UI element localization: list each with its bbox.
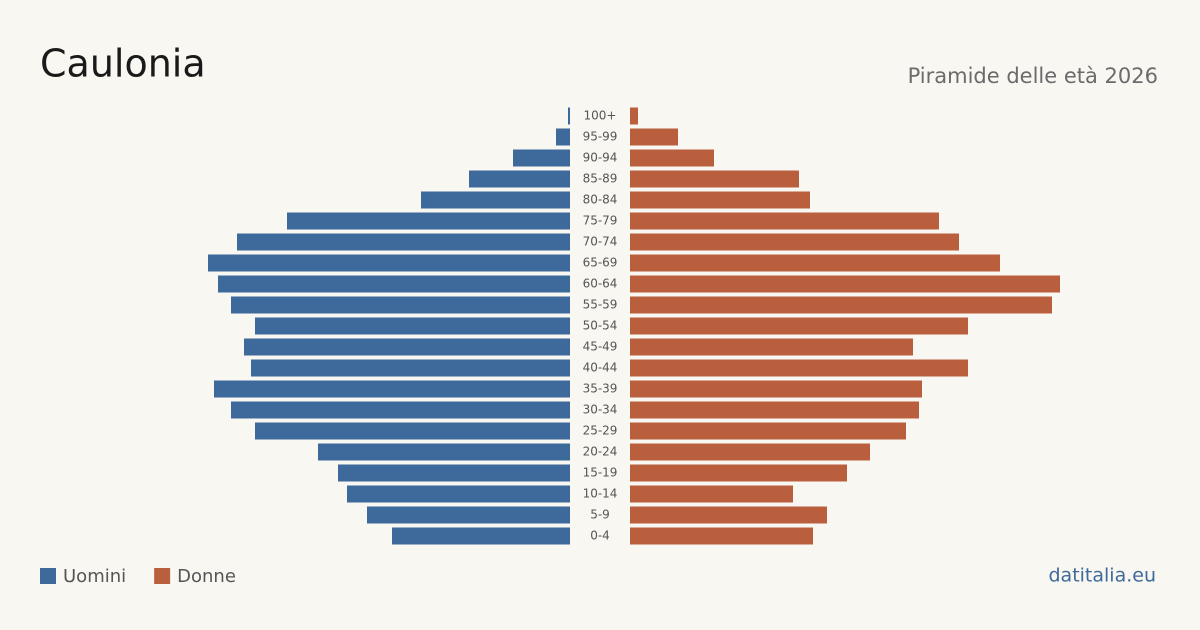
bar <box>392 527 570 545</box>
bar <box>469 170 570 188</box>
bar <box>231 401 570 419</box>
bar <box>287 212 570 230</box>
bar <box>237 233 570 251</box>
bar <box>244 338 570 356</box>
bar <box>630 401 919 419</box>
bar <box>630 443 870 461</box>
bar <box>630 506 827 524</box>
bar <box>338 464 570 482</box>
bar <box>630 191 810 209</box>
age-label: 80-84 <box>583 193 618 207</box>
bar <box>630 422 906 440</box>
legend-swatch <box>40 568 56 584</box>
bar <box>630 464 847 482</box>
bar <box>630 149 714 167</box>
age-label: 50-54 <box>583 319 618 333</box>
bar <box>367 506 570 524</box>
bar <box>231 296 570 314</box>
age-label: 10-14 <box>583 487 618 501</box>
bar <box>630 527 813 545</box>
age-label: 45-49 <box>583 340 618 354</box>
age-label: 15-19 <box>583 466 618 480</box>
age-label: 85-89 <box>583 172 618 186</box>
age-label: 100+ <box>584 109 617 123</box>
age-label: 60-64 <box>583 277 618 291</box>
bar <box>251 359 570 377</box>
source[interactable]: datitalia.eu <box>1049 565 1157 587</box>
age-label: 25-29 <box>583 424 618 438</box>
bar <box>630 380 922 398</box>
legend-label: Donne <box>177 566 236 587</box>
age-label: 95-99 <box>583 130 618 144</box>
age-label: 20-24 <box>583 445 618 459</box>
bar <box>630 317 968 335</box>
age-label: 35-39 <box>583 382 618 396</box>
chart-subtitle: Piramide delle età 2026 <box>908 64 1158 88</box>
bar <box>556 128 570 146</box>
age-label: 55-59 <box>583 298 618 312</box>
age-label: 70-74 <box>583 235 618 249</box>
bar <box>630 296 1052 314</box>
bar <box>568 107 570 125</box>
bar <box>255 317 570 335</box>
bar <box>630 128 678 146</box>
bar <box>630 212 939 230</box>
bar <box>630 359 968 377</box>
bar <box>630 485 793 503</box>
bar <box>318 443 570 461</box>
bar <box>218 275 570 293</box>
age-label: 0-4 <box>590 529 610 543</box>
bar <box>630 107 638 125</box>
chart-title: Caulonia <box>40 42 206 86</box>
age-label: 75-79 <box>583 214 618 228</box>
bar <box>208 254 570 272</box>
bar <box>630 275 1060 293</box>
legend-label: Uomini <box>63 566 126 587</box>
legend-swatch <box>154 568 171 584</box>
age-label: 65-69 <box>583 256 618 270</box>
bar <box>347 485 570 503</box>
bar <box>630 233 959 251</box>
bar <box>630 254 1000 272</box>
age-label: 40-44 <box>583 361 618 375</box>
bar <box>630 170 799 188</box>
age-label: 5-9 <box>590 508 610 522</box>
bar <box>255 422 570 440</box>
bar <box>421 191 570 209</box>
age-label: 30-34 <box>583 403 618 417</box>
bar <box>513 149 570 167</box>
age-label: 90-94 <box>583 151 618 165</box>
bar <box>630 338 913 356</box>
bar <box>214 380 570 398</box>
